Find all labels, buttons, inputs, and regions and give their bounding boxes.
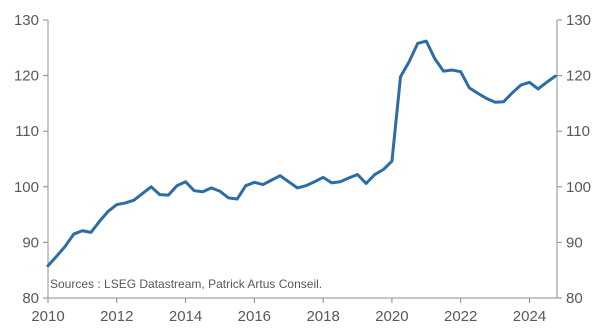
left-y-tick-label: 110 bbox=[15, 123, 39, 140]
left-y-tick-label: 130 bbox=[14, 12, 39, 29]
right-y-tick-label: 100 bbox=[566, 179, 591, 196]
x-tick-label: 2014 bbox=[169, 308, 202, 325]
right-y-tick-label: 80 bbox=[566, 290, 583, 307]
right-y-tick-label: 130 bbox=[566, 12, 591, 29]
series-line bbox=[46, 39, 557, 268]
right-y-tick-label: 120 bbox=[566, 68, 591, 85]
x-tick-label: 2022 bbox=[444, 308, 477, 325]
left-y-tick-label: 90 bbox=[22, 234, 39, 251]
x-tick-label: 2020 bbox=[375, 308, 408, 325]
left-y-tick-label: 80 bbox=[22, 290, 39, 307]
left-y-tick-label: 100 bbox=[14, 179, 39, 196]
x-tick-label: 2010 bbox=[31, 308, 64, 325]
x-tick-label: 2024 bbox=[513, 308, 546, 325]
x-tick-label: 2016 bbox=[238, 308, 271, 325]
series-layer bbox=[46, 39, 557, 268]
right-y-tick-label: 110 bbox=[566, 123, 590, 140]
left-y-tick-label: 120 bbox=[14, 68, 39, 85]
x-tick-label: 2018 bbox=[306, 308, 339, 325]
source-note: Sources : LSEG Datastream, Patrick Artus… bbox=[50, 277, 322, 291]
right-y-tick-label: 90 bbox=[566, 234, 583, 251]
x-tick-label: 2012 bbox=[100, 308, 133, 325]
axes: 80 80 90 90 100 100 110 110 120 120 130 130 2010 2012… bbox=[14, 12, 591, 325]
